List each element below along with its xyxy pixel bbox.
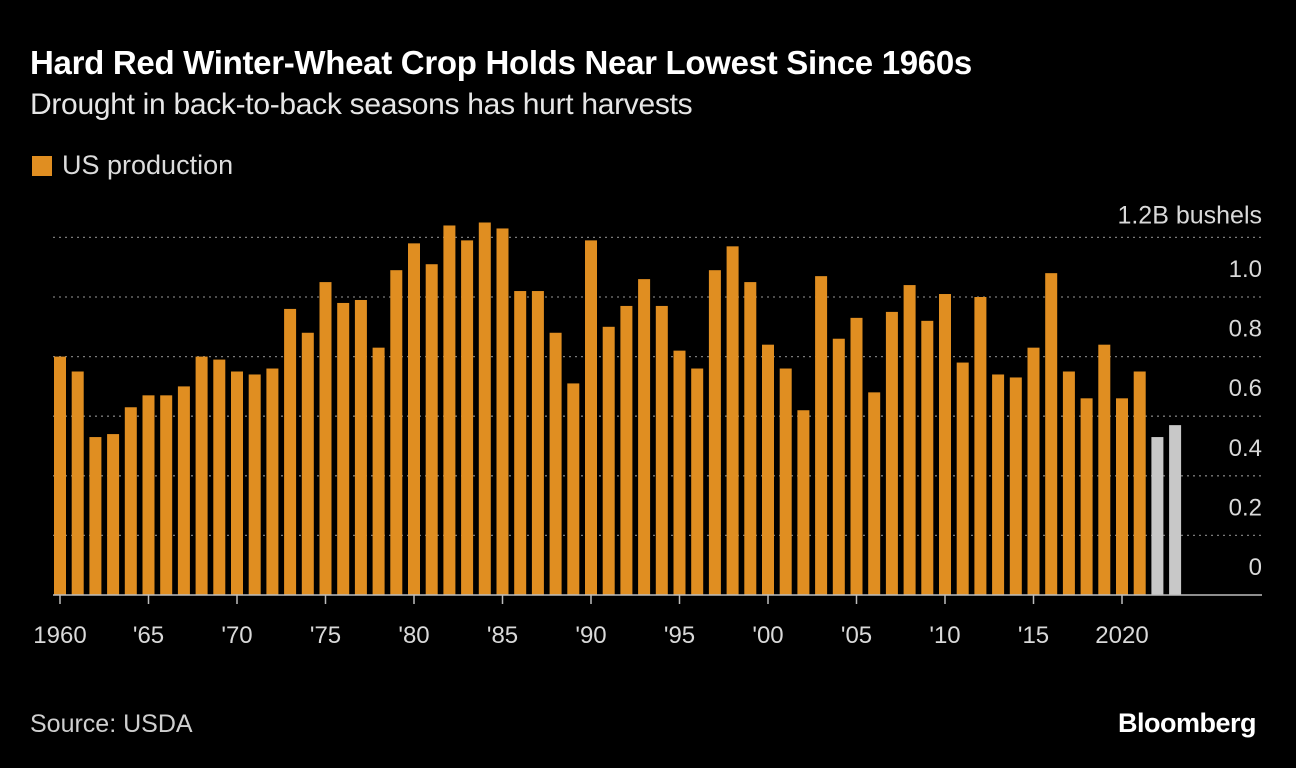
bar-1972 (266, 368, 279, 595)
y-tick-label: 0.6 (1229, 375, 1262, 402)
bar-1997 (708, 270, 721, 595)
bar-1984 (478, 222, 491, 595)
bar-2005 (850, 317, 863, 595)
bar-1987 (531, 291, 544, 595)
bar-1989 (567, 383, 580, 595)
x-tick-label: 2020 (1095, 622, 1148, 649)
bar-1990 (585, 240, 597, 595)
chart-subtitle: Drought in back-to-back seasons has hurt… (30, 88, 693, 121)
bar-1960 (54, 356, 66, 595)
x-tick-label: '10 (929, 622, 960, 649)
bar-2014 (1009, 377, 1022, 595)
y-tick-label: 0.8 (1229, 316, 1262, 343)
bar-1971 (248, 374, 261, 595)
y-tick-label: 0.2 (1229, 494, 1262, 521)
bar-2019 (1098, 344, 1111, 595)
bar-2013 (992, 374, 1005, 595)
bar-1995 (673, 350, 686, 595)
bar-1980 (408, 243, 420, 596)
x-tick-label: '15 (1018, 622, 1049, 649)
bar-1985 (496, 228, 509, 595)
bar-1964 (124, 407, 137, 595)
bar-2012 (974, 297, 987, 595)
x-tick-label: '95 (664, 622, 695, 649)
bar-1993 (638, 279, 651, 595)
bar-1962 (89, 437, 102, 595)
bar-2017 (1062, 371, 1075, 595)
bar-1988 (549, 332, 562, 595)
x-tick-label: '90 (575, 622, 606, 649)
x-tick-label: '85 (487, 622, 518, 649)
bar-2008 (903, 285, 916, 595)
bar-1970 (231, 371, 243, 595)
bars (54, 222, 1182, 596)
bar-1975 (319, 282, 332, 595)
bar-1994 (655, 305, 668, 595)
bar-1991 (602, 326, 615, 595)
bar-1977 (354, 299, 367, 595)
y-tick-label: 1.0 (1229, 256, 1262, 283)
source-note: Source: USDA (30, 710, 193, 738)
bar-1966 (160, 395, 173, 595)
bar-2004 (832, 338, 845, 595)
x-tick-label: '65 (133, 622, 164, 649)
x-axis: 1960 '65 '70 '75 '80 '85 '90 '95 '00 '05 '10 '15 202… (33, 594, 1262, 649)
bar-projected-2023 (1169, 425, 1182, 595)
bar-1965 (142, 395, 155, 595)
bar-2020 (1116, 398, 1128, 595)
bar-2010 (939, 294, 951, 595)
y-axis-labels: 0 0.2 0.4 0.6 0.8 1.0 1.2B bushels (1117, 201, 1262, 581)
y-tick-label: 0.4 (1229, 435, 1262, 462)
bar-1973 (284, 308, 297, 595)
bar-1961 (71, 371, 84, 595)
bar-2009 (921, 320, 934, 595)
bar-2006 (868, 392, 881, 595)
y-unit-label: 1.2B bushels (1117, 201, 1262, 229)
bar-1983 (461, 240, 474, 595)
legend-label-us-production: US production (62, 150, 234, 180)
bar-1992 (620, 305, 633, 595)
bar-projected-2022 (1151, 437, 1164, 595)
bar-2002 (797, 410, 810, 595)
bar-2016 (1045, 273, 1058, 595)
bar-2007 (885, 311, 898, 595)
bar-2015 (1027, 347, 1040, 595)
bar-2001 (779, 368, 792, 595)
bloomberg-logo: Bloomberg (1117, 708, 1257, 738)
chart-title: Hard Red Winter-Wheat Crop Holds Near Lo… (30, 44, 972, 81)
x-tick-label: 1960 (33, 622, 86, 649)
bar-1998 (726, 246, 739, 595)
x-tick-label: '75 (310, 622, 341, 649)
legend-swatch-us-production (32, 155, 52, 176)
legend: US production (32, 150, 233, 181)
bar-1974 (301, 332, 314, 595)
x-tick-label: '80 (398, 622, 429, 649)
bar-1963 (107, 434, 120, 595)
bar-1976 (337, 302, 350, 595)
bar-1986 (514, 291, 527, 595)
bar-1982 (443, 225, 456, 596)
bar-2003 (815, 276, 828, 595)
bar-1999 (744, 282, 757, 595)
bar-1967 (177, 386, 190, 595)
bar-2021 (1133, 371, 1146, 595)
x-tick-label: '70 (221, 622, 252, 649)
bar-1979 (390, 270, 403, 595)
bar-1978 (372, 347, 385, 595)
y-tick-label: 0 (1249, 554, 1262, 581)
bar-2011 (956, 362, 969, 595)
bar-1968 (195, 356, 208, 595)
x-tick-label: '00 (752, 622, 783, 649)
bar-2018 (1080, 398, 1093, 595)
bar-1981 (425, 264, 438, 595)
bar-1996 (691, 368, 704, 595)
bar-2000 (762, 344, 774, 595)
x-tick-label: '05 (841, 622, 872, 649)
bar-1969 (213, 359, 226, 595)
